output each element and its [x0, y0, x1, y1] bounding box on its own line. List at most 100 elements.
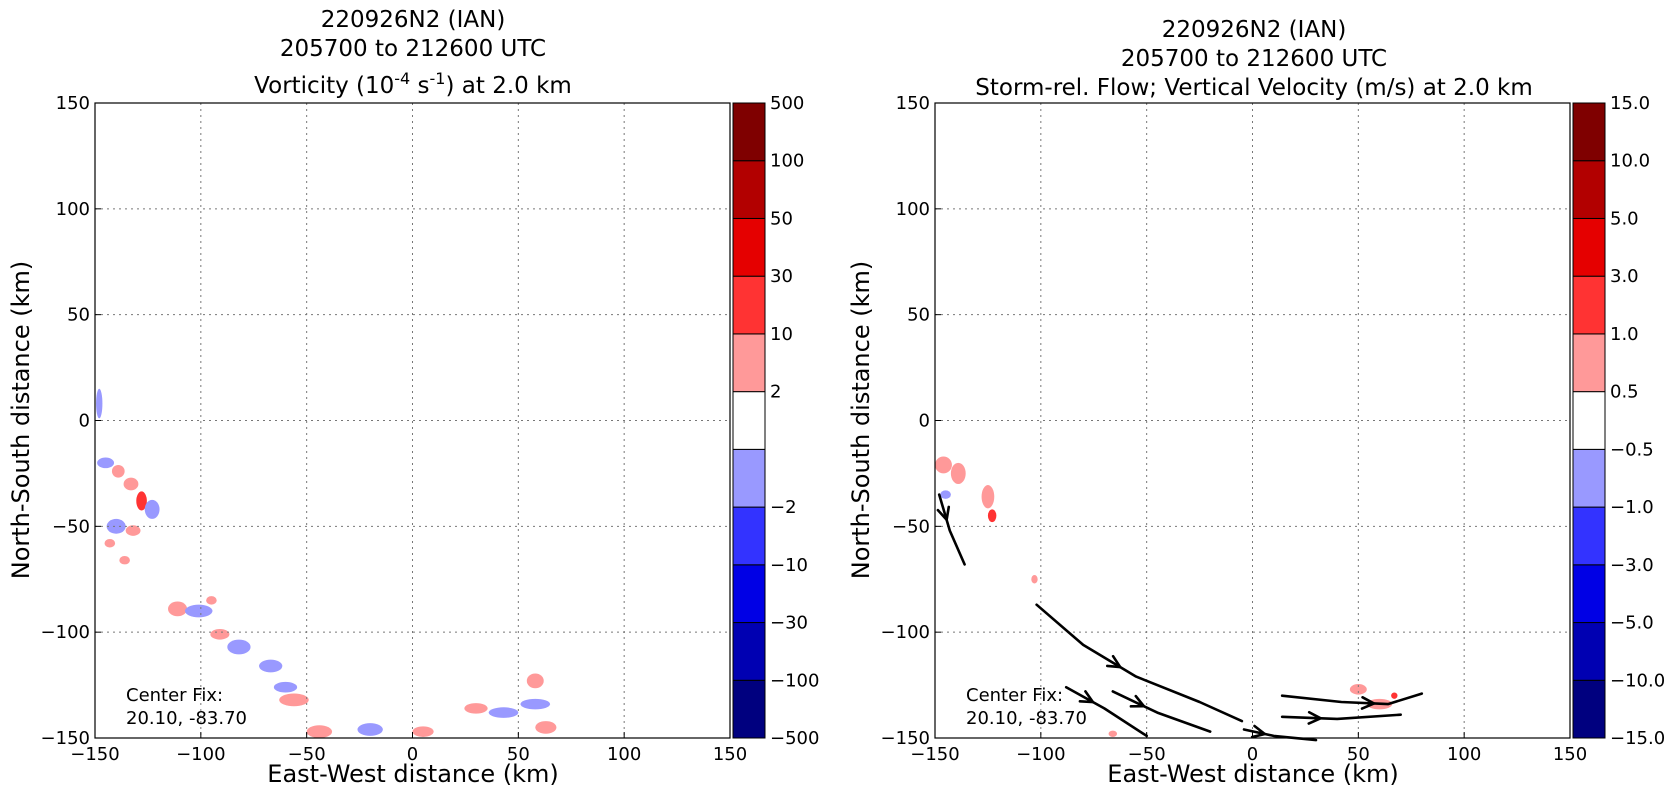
colorbar-band	[1572, 102, 1606, 162]
contour-cell	[1349, 684, 1367, 695]
tick-labels: −150−150 −100 −100 −50 −50 0 0 50 50 100 100 150 150	[881, 93, 1588, 765]
y-tick-label: 150	[56, 93, 90, 114]
y-tick-label: 100	[56, 199, 90, 220]
colorbar-tick-label: −3.0	[1610, 555, 1654, 576]
contour-cell	[412, 726, 434, 737]
streamline	[1242, 728, 1318, 742]
streamline	[1111, 690, 1212, 733]
colorbar-band	[1572, 622, 1606, 681]
contour-cell	[520, 698, 551, 710]
colorbar-tick-label: 15.0	[1610, 93, 1650, 114]
colorbar-tick-label: 1.0	[1610, 324, 1639, 345]
colorbar-band	[1572, 679, 1606, 739]
colorbar-band	[732, 448, 766, 508]
contour-cell	[168, 601, 188, 617]
x-tick-label: 50	[1347, 744, 1370, 765]
colorbar-band	[732, 679, 766, 739]
colorbar-tick-label: 500	[770, 93, 804, 114]
colorbar-band	[1572, 564, 1606, 624]
streamline-arrowhead	[1250, 724, 1268, 739]
streamline	[1280, 713, 1402, 721]
colorbar-tick-label: −0.5	[1610, 439, 1654, 460]
center-fix-value: 20.10, -83.70	[966, 708, 1087, 729]
contour-cell	[96, 388, 103, 419]
contour-cell	[123, 477, 139, 491]
colorbar-tick-label: 100	[770, 151, 804, 172]
plot-frame	[94, 102, 731, 739]
contour-cell	[1108, 730, 1118, 737]
chart-title-variable: Storm-rel. Flow; Vertical Velocity (m/s)…	[975, 75, 1533, 101]
contour-cell	[357, 723, 383, 736]
contour-cell	[111, 464, 125, 478]
y-axis-label: North-South distance (km)	[7, 261, 35, 580]
colorbar-tick-label: −100	[770, 670, 819, 691]
colorbar-tick-label: 10.0	[1610, 151, 1650, 172]
contour-cell	[488, 707, 519, 718]
colorbar-band	[732, 506, 766, 566]
contour-cell	[279, 693, 309, 707]
streamline-arrowhead	[936, 505, 951, 523]
colorbar-band	[1572, 275, 1606, 335]
colorbar-band	[732, 622, 766, 681]
y-tick-label: −150	[881, 728, 930, 749]
contour-cell	[1391, 692, 1398, 699]
colorbar-tick-label: 30	[770, 266, 793, 287]
colorbar-tick-label: −10.0	[1610, 670, 1665, 691]
colorbar-band	[732, 102, 766, 162]
contour-cell	[136, 491, 147, 511]
colorbar-tick-label: −2	[770, 497, 797, 518]
colorbar-band	[732, 275, 766, 335]
center-fix-label: Center Fix:	[126, 685, 223, 706]
contour-cell	[104, 539, 116, 548]
colorbar-band	[1572, 217, 1606, 277]
colorbar-band	[1572, 391, 1606, 450]
contour-cell	[227, 639, 251, 655]
colorbar-tick-label: 50	[770, 208, 793, 229]
contour-cell	[535, 721, 557, 734]
y-axis-label: North-South distance (km)	[847, 261, 875, 580]
colorbar-band	[1572, 506, 1606, 566]
streamline-arrowhead	[1105, 654, 1123, 669]
x-tick-label: −50	[288, 744, 326, 765]
contour-cell	[464, 703, 488, 714]
streamline	[937, 493, 966, 566]
colorbar-band	[732, 391, 766, 450]
contour-cell	[125, 525, 141, 536]
x-tick-label: 150	[1553, 744, 1587, 765]
x-tick-label: −150	[70, 744, 119, 765]
contour-cell	[940, 490, 951, 499]
storm-relative-flow-streamlines	[936, 493, 1424, 742]
y-tick-label: 0	[79, 411, 90, 432]
colorbar-tick-label: −1.0	[1610, 497, 1654, 518]
vorticity-panel: 220926N2 (IAN) 205700 to 212600 UTC Vort…	[7, 7, 819, 788]
colorbar-tick-label: −10	[770, 555, 808, 576]
y-tick-label: 50	[67, 305, 90, 326]
chart-title-variable: Vorticity (10-4 s-1) at 2.0 km	[254, 69, 572, 99]
contour-cell	[1031, 575, 1038, 584]
x-tick-label: −50	[1128, 744, 1166, 765]
colorbar-band	[732, 564, 766, 624]
contour-cell	[981, 485, 995, 509]
colorbar-band	[732, 217, 766, 277]
x-tick-label: 100	[1447, 744, 1481, 765]
streamline-arrowhead	[1078, 690, 1096, 704]
x-tick-label: 150	[713, 744, 747, 765]
chart-title-line-1: 220926N2 (IAN)	[321, 7, 506, 33]
x-tick-label: 0	[1247, 744, 1258, 765]
contour-cell	[106, 518, 126, 534]
x-tick-label: 50	[507, 744, 530, 765]
colorbar-band	[1572, 448, 1606, 508]
streamline-arrowhead	[1129, 694, 1147, 708]
contour-cell	[987, 509, 997, 523]
vertical-velocity-colorbar: −15.0 −10.0 −5.0 −3.0 −1.0 −0.5 0.5 1.0 3.0 5.0 10…	[1572, 93, 1665, 749]
contour-cell	[259, 659, 283, 673]
y-tick-label: −100	[41, 622, 90, 643]
colorbar-band	[1572, 160, 1606, 219]
tick-labels: −150−150 −100 −100 −50 −50 0 0 50 50 100 100 150 150	[41, 93, 748, 765]
vorticity-colorbar: −500 −100 −30 −10 −2 2 10 30 50 100 500	[732, 93, 819, 749]
x-tick-label: −100	[1016, 744, 1065, 765]
y-tick-label: 100	[896, 199, 930, 220]
colorbar-tick-label: 5.0	[1610, 208, 1639, 229]
colorbar-tick-label: 2	[770, 382, 781, 403]
